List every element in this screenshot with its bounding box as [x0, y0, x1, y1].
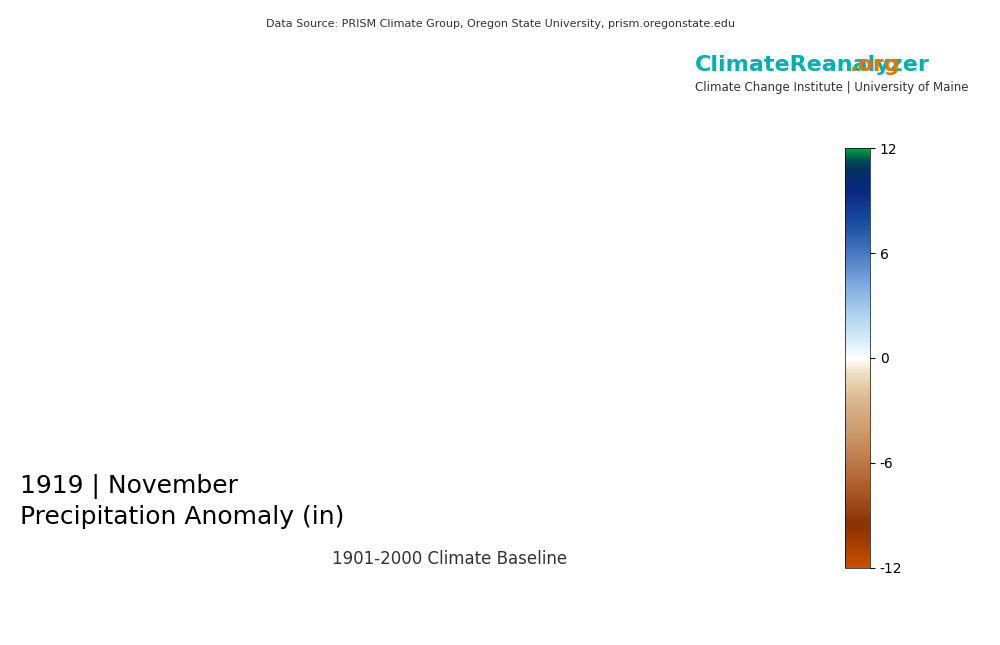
Text: Climate Change Institute | University of Maine: Climate Change Institute | University of…	[695, 81, 968, 94]
Text: ClimateReanalyzer: ClimateReanalyzer	[695, 55, 930, 75]
Text: 1901-2000 Climate Baseline: 1901-2000 Climate Baseline	[332, 550, 568, 568]
Text: Data Source: PRISM Climate Group, Oregon State University, prism.oregonstate.edu: Data Source: PRISM Climate Group, Oregon…	[266, 19, 734, 30]
Text: 1919 | November
Precipitation Anomaly (in): 1919 | November Precipitation Anomaly (i…	[20, 474, 344, 529]
Text: .org: .org	[850, 55, 901, 75]
